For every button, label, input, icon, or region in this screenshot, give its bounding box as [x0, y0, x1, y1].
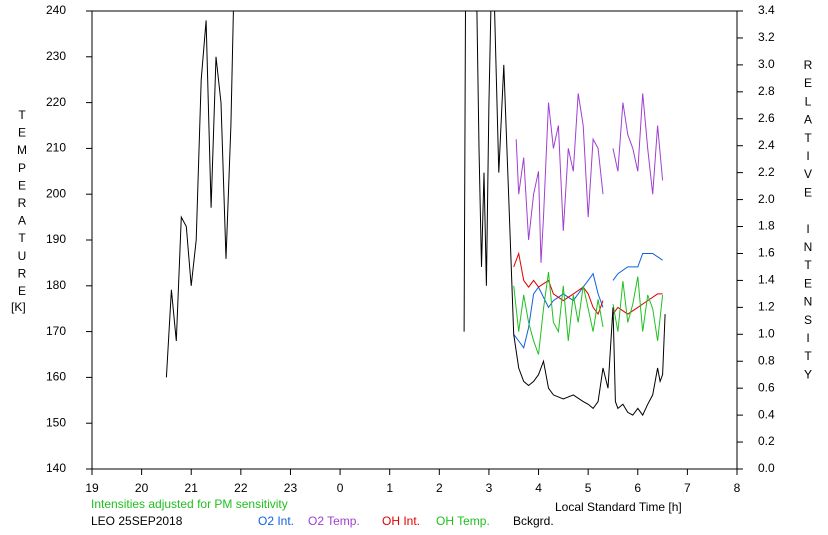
- y-tick-label: 160: [46, 370, 66, 384]
- y2-tick-label: 0.0: [758, 461, 775, 475]
- x-tick-label: 0: [337, 481, 344, 495]
- y-tick-label: 170: [46, 324, 66, 338]
- y2-tick-label: 3.0: [758, 57, 775, 71]
- x-axis-label: Local Standard Time [h]: [555, 500, 682, 514]
- x-tick-label: 3: [486, 481, 493, 495]
- x-tick-label: 4: [535, 481, 542, 495]
- series-line: [515, 93, 664, 263]
- y2-tick-label: 1.6: [758, 246, 775, 260]
- y-tick-label: 150: [46, 415, 66, 429]
- y2-tick-label: 2.6: [758, 111, 775, 125]
- legend-entry: O2 Int.: [258, 514, 294, 528]
- legend-entry: Bckgrd.: [513, 514, 554, 528]
- y2-tick-label: 2.2: [758, 165, 775, 179]
- x-tick-label: 7: [684, 481, 691, 495]
- y2-tick-label: 2.4: [758, 138, 775, 152]
- y-axis-unit: [K]: [11, 300, 26, 314]
- y-tick-label: 140: [46, 461, 66, 475]
- y-tick-label: 230: [46, 49, 66, 63]
- y2-tick-label: 1.8: [758, 219, 775, 233]
- x-tick-label: 2: [436, 481, 443, 495]
- y-tick-label: 180: [46, 278, 66, 292]
- y2-tick-label: 0.2: [758, 434, 775, 448]
- series-line: [513, 253, 663, 349]
- note: Intensities adjusted for PM sensitivity: [91, 497, 288, 511]
- site-label: LEO 25SEP2018: [91, 514, 183, 528]
- y2-tick-label: 1.4: [758, 273, 775, 287]
- y-tick-label: 210: [46, 141, 66, 155]
- series-line: [513, 272, 664, 355]
- x-tick-label: 22: [234, 481, 248, 495]
- y-tick-label: 220: [46, 95, 66, 109]
- x-tick-label: 8: [734, 481, 741, 495]
- y2-tick-label: 2.0: [758, 192, 775, 206]
- y2-tick-label: 3.4: [758, 3, 775, 17]
- x-tick-label: 1: [386, 481, 393, 495]
- series-line: [165, 11, 666, 417]
- y2-tick-label: 0.6: [758, 380, 775, 394]
- legend-entry: OH Int.: [382, 514, 420, 528]
- y2-tick-label: 1.0: [758, 326, 775, 340]
- y2-tick-label: 3.2: [758, 30, 775, 44]
- y2-tick-label: 2.8: [758, 84, 775, 98]
- x-tick-label: 5: [585, 481, 592, 495]
- x-tick-label: 6: [634, 481, 641, 495]
- y-tick-label: 190: [46, 232, 66, 246]
- x-tick-label: 21: [185, 481, 199, 495]
- y-tick-label: 200: [46, 186, 66, 200]
- x-tick-label: 19: [85, 481, 99, 495]
- y-tick-label: 240: [46, 3, 66, 17]
- y2-tick-label: 0.8: [758, 353, 775, 367]
- x-tick-label: 20: [135, 481, 149, 495]
- plot-area: [165, 11, 666, 417]
- legend-entry: OH Temp.: [436, 514, 490, 528]
- y-axis-label: TEMPERATURE: [15, 108, 29, 302]
- x-tick-label: 23: [284, 481, 298, 495]
- series-line: [513, 251, 663, 316]
- y2-tick-label: 0.4: [758, 407, 775, 421]
- legend-entry: O2 Temp.: [308, 514, 360, 528]
- y2-tick-label: 1.2: [758, 300, 775, 314]
- y2-axis-label: RELATIVE INTENSITY: [801, 58, 815, 386]
